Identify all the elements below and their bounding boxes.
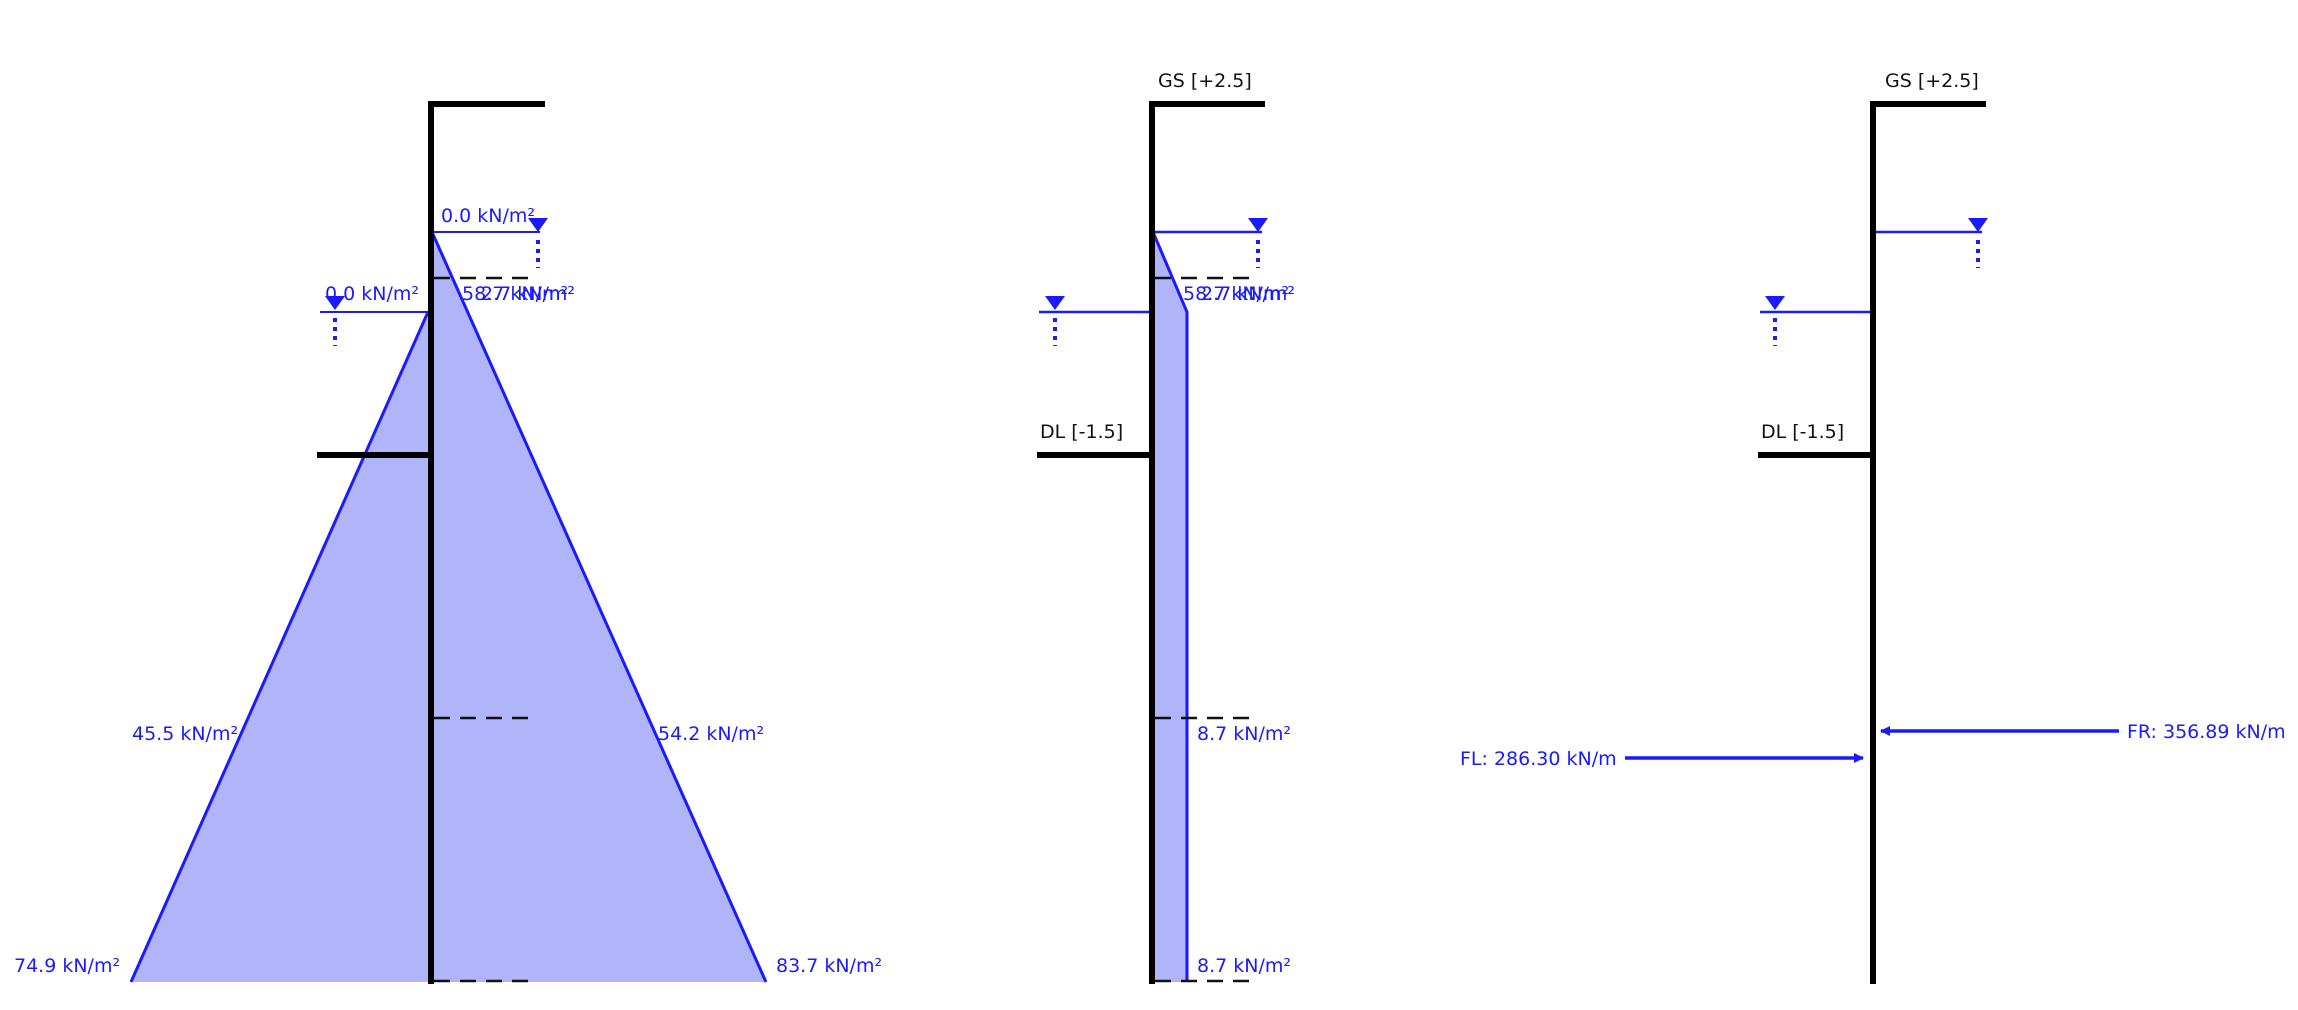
- pressure-label: 0.0 kN/m²: [325, 283, 419, 305]
- panel-resultant-forces: GS [+2.5] DL [-1.5] FL: 286.30 kN/m FR: …: [1460, 70, 2286, 984]
- pressure-label: 83.7 kN/m²: [776, 955, 882, 977]
- pressure-label: 8.7 kN/m²: [1197, 723, 1291, 745]
- dredge-level-label: DL [-1.5]: [1040, 421, 1123, 443]
- net-pressure-line: [1151, 231, 1189, 982]
- ground-surface-label: GS [+2.5]: [1158, 70, 1252, 92]
- pressure-label: 45.5 kN/m²: [132, 723, 238, 745]
- pressure-label: 54.2 kN/m²: [658, 723, 764, 745]
- left-pressure-line: [129, 311, 430, 983]
- dredge-level-label: DL [-1.5]: [1761, 421, 1844, 443]
- pressure-label: 58.7 kN/m²: [1183, 283, 1289, 305]
- pressure-label: 2.7 kN/m²: [481, 283, 575, 305]
- pressure-label: 58.7 kN/m²: [462, 283, 568, 305]
- water-table-icon: [1045, 296, 1065, 346]
- water-table-icon: [528, 218, 548, 268]
- water-table-icon: [1765, 296, 1785, 346]
- water-table-icon: [325, 296, 345, 346]
- pressure-label: 2.7 kN/m²: [1201, 283, 1295, 305]
- panel-net-pressure: GS [+2.5] DL [-1.5] 58.7 kN/m² 2.7 kN/m²…: [1037, 70, 1295, 984]
- pressure-label: 0.0 kN/m²: [441, 205, 535, 227]
- pressure-label: 74.9 kN/m²: [14, 955, 120, 977]
- force-left-label: FL: 286.30 kN/m: [1460, 748, 1617, 770]
- right-pressure-line: [430, 231, 768, 983]
- pressure-label: 8.7 kN/m²: [1197, 955, 1291, 977]
- net-pressure-area: [1153, 232, 1187, 982]
- water-table-icon: [1968, 218, 1988, 268]
- panel-water-pressure: 0.0 kN/m² 0.0 kN/m² 58.7 kN/m² 2.7 kN/m²…: [14, 101, 882, 984]
- ground-surface-label: GS [+2.5]: [1885, 70, 1979, 92]
- force-right-label: FR: 356.89 kN/m: [2127, 721, 2286, 743]
- water-table-icon: [1248, 218, 1268, 268]
